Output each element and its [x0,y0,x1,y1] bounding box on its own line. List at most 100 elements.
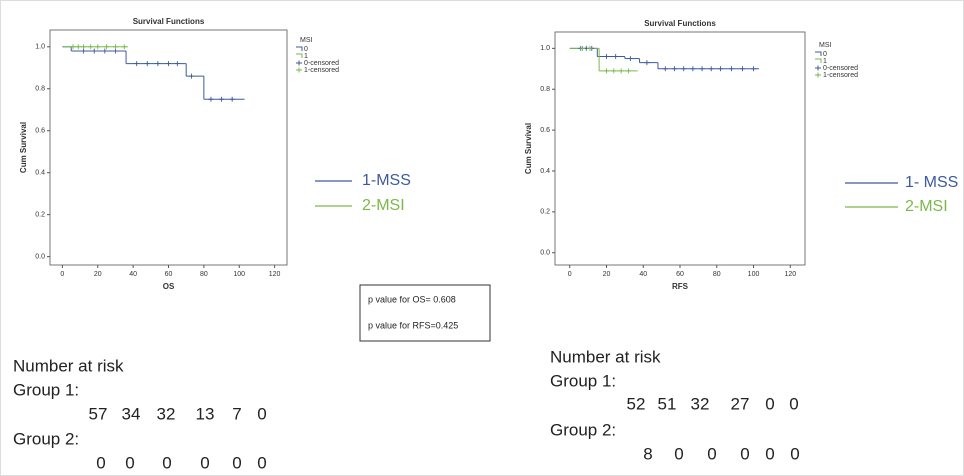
censor-mark [174,61,180,67]
risk-count: 52 [627,394,646,413]
y-tick-label: 0.4 [35,170,45,177]
censor-mark [611,68,617,74]
x-tick-label: 40 [129,271,137,278]
risk-count: 0 [96,453,105,472]
legend-label: 1- MSS [905,174,958,191]
legend-label: 0-censored [823,65,858,72]
censor-mark [229,96,235,102]
risk-count: 0 [125,453,134,472]
legend-swatch [296,53,303,58]
x-tick-label: 80 [713,271,721,278]
risk-count: 51 [658,394,677,413]
x-tick-label: 0 [568,271,572,278]
x-tick-label: 80 [200,271,208,278]
legend-swatch [815,58,822,63]
chart-title: Survival Functions [133,17,205,26]
legend-label: 1 [304,53,308,60]
censor-mark [728,66,734,72]
censor-mark [88,44,94,50]
censor-mark [603,54,609,60]
risk-count: 7 [232,404,241,423]
chart-title: Survival Functions [644,19,716,28]
censor-mark [644,60,650,66]
risk-count: 0 [674,444,683,463]
risk-count: 8 [643,444,652,463]
y-tick-label: 0.6 [35,128,45,135]
censor-mark [121,44,127,50]
censor-mark [102,48,108,54]
risk-count: 0 [232,453,241,472]
p-value: p value for RFS=0.425 [368,320,458,330]
x-tick-label: 120 [784,271,796,278]
y-axis-label: Cum Survival [524,123,533,174]
legend-title: MSI [300,37,313,44]
censor-mark [708,66,714,72]
risk-count: 0 [765,394,774,413]
y-tick-label: 0.8 [540,86,550,93]
risk-count: 13 [196,404,215,423]
censor-mark [662,66,668,72]
censor-mark [690,66,696,72]
censor-mark [112,48,118,54]
censor-mark [166,61,171,67]
x-tick-label: 60 [676,271,684,278]
legend-label: 1-censored [304,67,339,74]
censor-mark [95,44,101,50]
y-tick-label: 1.0 [35,44,45,51]
censor-mark [188,73,194,79]
risk-count: 0 [740,444,749,463]
legend-label: 0 [304,46,308,53]
x-tick-label: 100 [233,271,245,278]
censor-mark [681,66,687,72]
risk-title: Number at risk [13,356,124,375]
legend-label: 1 [823,58,827,65]
x-tick-label: 20 [94,271,102,278]
group-label: Group 2: [550,420,616,439]
legend-label: 0 [823,51,827,58]
risk-count: 27 [731,394,750,413]
censor-mark [81,44,87,50]
y-tick-label: 0.8 [35,86,45,93]
p-value-box [359,284,491,342]
censor-mark [717,66,723,72]
risk-count: 32 [691,394,710,413]
legend-label: 2-MSI [362,197,405,214]
censor-mark [75,44,81,50]
legend-swatch [296,60,302,66]
y-tick-label: 0.0 [540,250,550,257]
censor-mark [587,45,593,51]
risk-count: 0 [789,394,798,413]
risk-count: 34 [122,404,141,423]
censor-mark [671,66,677,72]
y-tick-label: 0.2 [35,211,45,218]
legend-label: 1-censored [823,72,858,79]
censor-mark [751,66,757,72]
legend-label: 1-MSS [362,172,411,189]
censor-mark [208,96,214,102]
censor-mark [144,61,150,67]
y-tick-label: 0.2 [540,209,550,216]
censor-mark [112,44,118,50]
group-label: Group 1: [13,380,79,399]
censor-mark [580,45,586,51]
legend-swatch [815,65,821,71]
risk-count: 0 [200,453,209,472]
x-tick-label: 120 [269,271,281,278]
censor-mark [613,54,619,60]
x-tick-label: 40 [639,271,647,278]
x-tick-label: 60 [165,271,173,278]
censor-mark [81,48,87,54]
risk-count: 0 [162,453,171,472]
censor-mark [699,66,705,72]
censor-mark [603,68,609,74]
risk-title: Number at risk [550,347,661,366]
x-axis-label: OS [163,282,175,291]
risk-count: 0 [765,444,774,463]
risk-count: 32 [157,404,176,423]
risk-count: 57 [89,404,108,423]
legend-title: MSI [819,42,832,49]
legend-swatch [815,51,822,56]
risk-count: 0 [257,453,266,472]
